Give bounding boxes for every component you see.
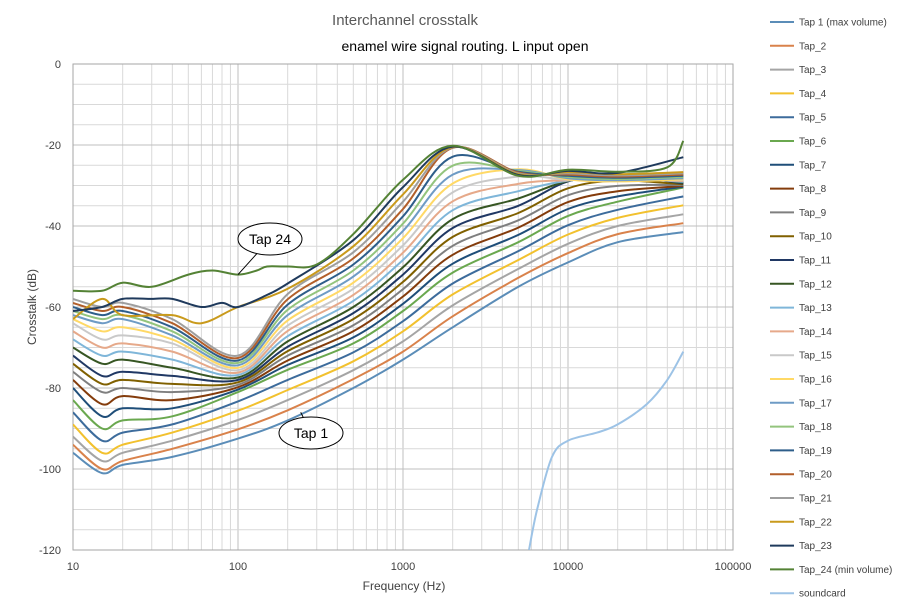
series-line-tap-2 [73,222,684,471]
series-line-tap-8 [73,184,684,406]
legend-label: Tap_6 [799,137,827,148]
series-line-tap-10 [73,179,684,387]
y-axis-title: Crosstalk (dB) [25,269,39,345]
legend-label: Tap_22 [799,517,832,528]
y-tick-label: -40 [45,221,61,233]
series-line-tap-19 [73,154,684,362]
y-tick-label: -80 [45,383,61,395]
legend-label: Tap_10 [799,232,832,243]
x-tick-label: 100 [229,561,247,573]
legend-label: Tap 1 (max volume) [799,18,887,29]
y-tick-label: -20 [45,140,61,152]
series-line-tap-20 [73,145,684,360]
y-tick-label: -60 [45,302,61,314]
legend: Tap 1 (max volume) Tap_2 Tap_3 Tap_4 Tap_5 Ta… [770,18,892,600]
x-tick-label: 100000 [715,561,752,573]
x-axis-title: Frequency (Hz) [363,579,446,593]
legend-label: Tap_18 [799,422,832,433]
series-line-tap-21 [73,145,684,357]
legend-label: Tap_3 [799,65,827,76]
series-line-tap-5 [73,195,684,443]
chart-title: Interchannel crosstalk [332,12,478,29]
series-line-tap-9 [73,183,684,394]
series-line-tap-16 [73,168,684,369]
series-line-tap-6 [73,186,684,431]
legend-label: Tap_21 [799,494,832,505]
legend-label: Tap_5 [799,113,827,124]
series-line-soundcard [528,351,685,550]
series-line-tap-7 [73,185,684,418]
y-tick-label: -100 [39,464,61,476]
legend-label: Tap_7 [799,160,827,171]
annotations: Tap 24 Tap 1 [237,222,344,450]
x-tick-label: 10000 [553,561,584,573]
legend-label: Tap_24 (min volume) [799,565,892,576]
series-line-tap-4 [73,204,684,455]
x-tick-label: 1000 [391,561,415,573]
y-tick-label: 0 [55,59,61,71]
chart-subtitle: enamel wire signal routing. L input open [342,38,589,54]
legend-label: Tap_23 [799,541,832,552]
callout-bubble [278,416,344,450]
y-tick-label: -120 [39,545,61,557]
legend-label: Tap_2 [799,41,827,52]
legend-label: Tap_14 [799,327,832,338]
series-line-tap-17 [73,167,684,367]
series-line-tap-3 [73,213,684,463]
callout-bubble [237,222,303,256]
legend-label: Tap_17 [799,398,832,409]
legend-label: Tap_13 [799,303,832,314]
legend-label: Tap_9 [799,208,827,219]
legend-label: Tap_11 [799,256,832,267]
axis-ticks: 0 -20 -40 -60 -80 -100 -120 10 100 1000 10000 10000… [39,59,751,573]
legend-label: Tap_20 [799,470,832,481]
legend-label: soundcard [799,589,846,600]
x-tick-label: 10 [67,561,79,573]
series-line-tap-24-min-volume [73,140,685,293]
legend-label: Tap_8 [799,184,827,195]
series-lines [73,140,685,550]
legend-label: Tap_12 [799,279,832,290]
callout-label: Tap 24 [249,231,291,247]
series-line-tap-22 [73,145,684,325]
legend-label: Tap_16 [799,375,832,386]
legend-label: Tap_4 [799,89,827,100]
callout-label: Tap 1 [294,425,328,441]
series-line-tap-1-max-volume [73,231,684,475]
legend-label: Tap_15 [799,351,832,362]
legend-label: Tap_19 [799,446,832,457]
